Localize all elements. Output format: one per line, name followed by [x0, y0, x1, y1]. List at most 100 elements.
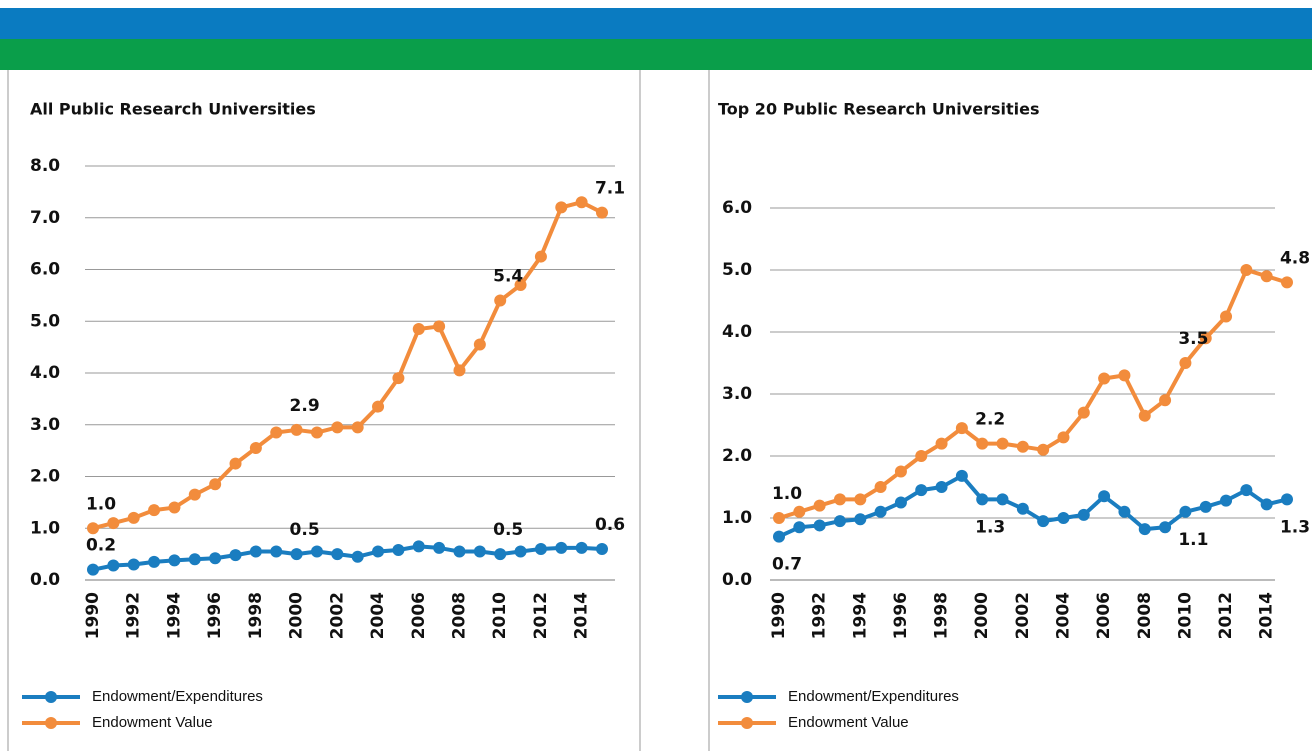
point: [874, 481, 887, 493]
data-label: 0.6: [595, 515, 625, 535]
x-tick-label: 2002: [327, 592, 347, 639]
x-tick-label: 2000: [287, 592, 307, 639]
point: [996, 437, 1009, 450]
legend-label: Endowment Value: [788, 714, 909, 731]
point: [473, 338, 486, 351]
point: [1159, 394, 1172, 407]
x-tick-label: 1992: [124, 592, 144, 639]
data-label: 1.3: [1280, 517, 1310, 537]
x-tick-label: 2006: [1094, 592, 1114, 639]
x-tick-label: 1990: [83, 592, 103, 639]
point: [514, 545, 527, 558]
point: [209, 478, 222, 491]
data-label: 1.0: [86, 494, 116, 514]
data-label: 3.5: [1178, 329, 1208, 349]
top-bar: [0, 8, 1312, 39]
point: [249, 442, 262, 455]
x-tick-label: 2010: [490, 592, 510, 639]
point: [148, 555, 161, 568]
point: [555, 541, 568, 554]
y-tick-label: 0.0: [30, 570, 60, 590]
legend-label: Endowment/Expenditures: [788, 688, 959, 705]
data-label: 0.5: [290, 520, 320, 540]
point: [127, 511, 140, 524]
point: [854, 493, 867, 506]
point: [270, 426, 283, 439]
point: [976, 437, 989, 450]
point: [976, 493, 989, 506]
point: [1260, 270, 1273, 283]
point: [310, 426, 323, 439]
data-label: 5.4: [493, 267, 523, 287]
point: [249, 545, 262, 558]
point: [372, 400, 385, 413]
point: [209, 552, 222, 565]
point: [773, 512, 785, 524]
point: [575, 541, 588, 554]
point: [935, 481, 948, 493]
legend-label: Endowment/Expenditures: [92, 688, 263, 705]
y-tick-label: 5.0: [722, 260, 752, 280]
point: [1179, 505, 1192, 518]
data-label: 0.7: [772, 555, 802, 575]
legend-marker: [45, 717, 57, 729]
point: [1016, 502, 1029, 515]
point: [555, 201, 568, 214]
point: [310, 545, 323, 558]
point: [1098, 490, 1111, 503]
point: [453, 364, 466, 377]
point: [813, 499, 826, 512]
point: [412, 323, 425, 336]
point: [433, 320, 446, 333]
point: [494, 294, 507, 307]
point: [854, 513, 867, 526]
point: [1057, 431, 1070, 444]
y-tick-label: 2.0: [30, 467, 60, 487]
point: [188, 488, 201, 501]
x-tick-label: 2004: [368, 592, 388, 639]
y-tick-label: 3.0: [30, 415, 60, 435]
legend-marker: [45, 691, 57, 703]
point: [1260, 498, 1273, 511]
point: [935, 437, 948, 450]
point: [1199, 500, 1212, 513]
point: [1281, 276, 1293, 289]
point: [107, 559, 120, 572]
point: [412, 540, 425, 553]
point: [1098, 372, 1111, 385]
point: [1138, 409, 1151, 422]
point: [575, 196, 588, 209]
point: [874, 505, 887, 518]
x-tick-label: 2008: [1135, 592, 1155, 639]
data-label: 0.5: [493, 520, 523, 540]
point: [392, 372, 405, 385]
point: [331, 421, 344, 434]
x-tick-label: 1998: [932, 592, 952, 639]
point: [1220, 494, 1233, 507]
x-tick-label: 2010: [1175, 592, 1195, 639]
point: [433, 541, 446, 554]
point: [229, 549, 242, 562]
x-tick-label: 1990: [769, 592, 789, 639]
y-tick-label: 6.0: [722, 198, 752, 218]
point: [270, 545, 283, 558]
x-tick-label: 1998: [246, 592, 266, 639]
x-tick-label: 2006: [409, 592, 429, 639]
x-tick-label: 1996: [891, 592, 911, 639]
chart-title: Top 20 Public Research Universities: [718, 100, 1039, 119]
x-tick-label: 1994: [850, 592, 870, 639]
point: [290, 423, 303, 436]
point: [127, 558, 140, 571]
point: [351, 421, 364, 434]
point: [596, 206, 608, 219]
point: [514, 279, 527, 292]
legend-marker: [741, 717, 753, 729]
y-tick-label: 1.0: [722, 508, 752, 528]
point: [793, 521, 806, 534]
x-tick-label: 2002: [1013, 592, 1033, 639]
chart-title: All Public Research Universities: [30, 100, 316, 119]
point: [534, 250, 547, 263]
point: [494, 548, 507, 561]
y-tick-label: 5.0: [30, 311, 60, 331]
point: [1240, 484, 1253, 497]
